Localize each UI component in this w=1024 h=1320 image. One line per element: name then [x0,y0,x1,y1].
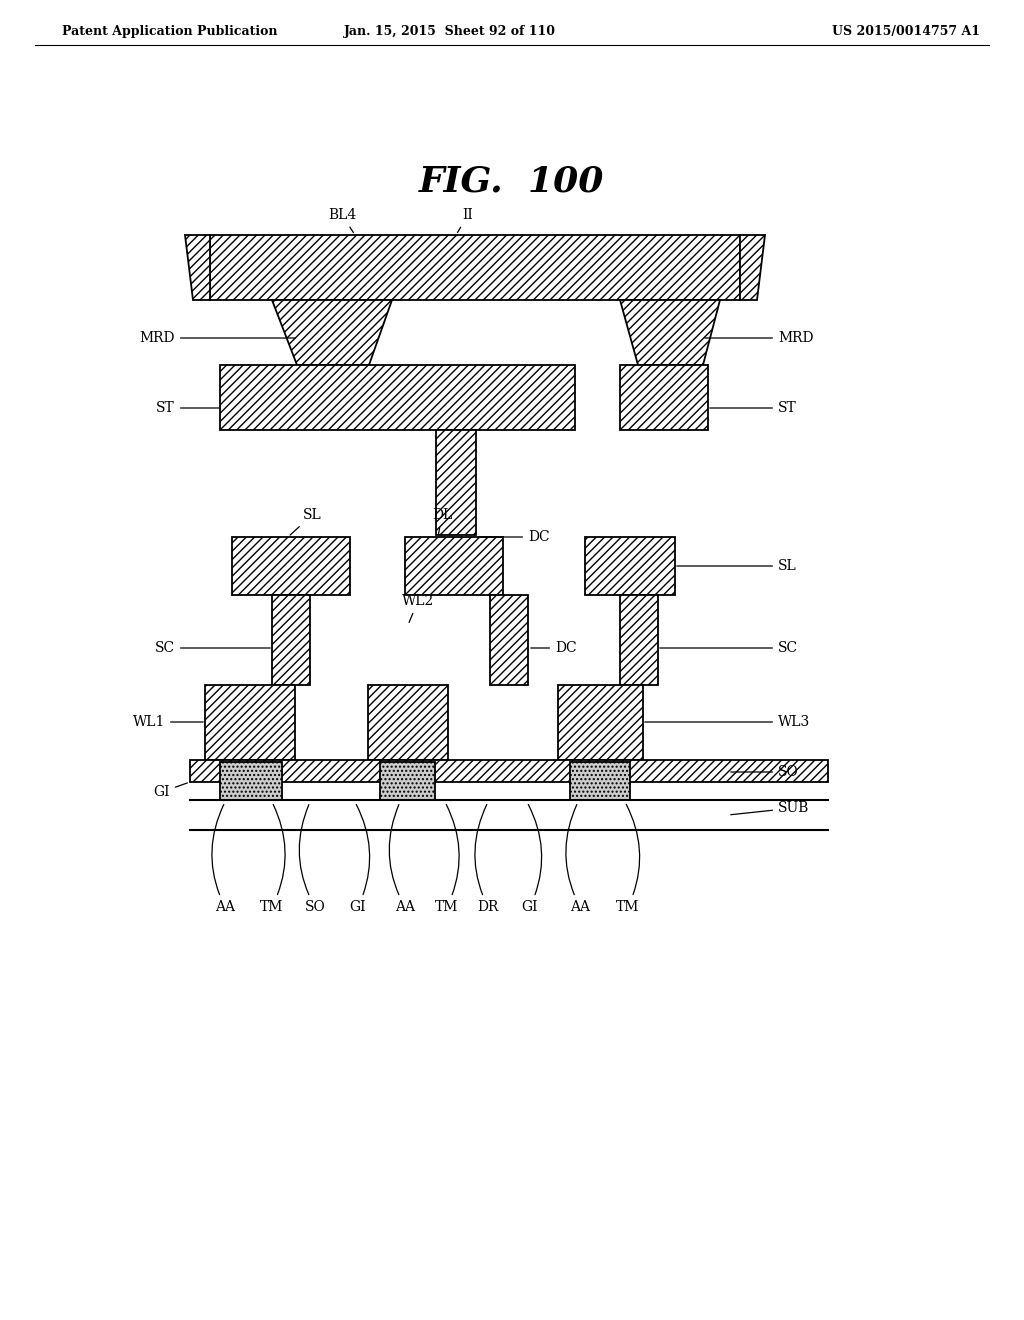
Text: MRD: MRD [139,331,295,345]
Text: US 2015/0014757 A1: US 2015/0014757 A1 [833,25,980,38]
Text: WL3: WL3 [645,715,810,729]
Text: Jan. 15, 2015  Sheet 92 of 110: Jan. 15, 2015 Sheet 92 of 110 [344,25,556,38]
Bar [620,595,658,685]
Text: DC: DC [479,531,550,544]
Text: WL1: WL1 [133,715,203,729]
Bar [205,685,295,760]
Text: AA: AA [389,805,415,913]
Bar [570,762,630,800]
Bar [490,595,528,685]
Text: TM: TM [435,804,459,913]
Bar [380,762,435,800]
Bar [620,366,708,430]
Polygon shape [620,300,720,366]
Text: SL: SL [290,508,322,535]
Bar [210,235,740,300]
Bar [272,595,310,685]
Text: SO: SO [731,766,799,779]
Polygon shape [272,300,392,366]
Bar [406,537,503,595]
Text: GI: GI [154,783,187,799]
Text: SC: SC [155,642,270,655]
Text: TM: TM [616,804,640,913]
Text: SO: SO [299,805,326,913]
Bar [220,366,575,430]
Text: GI: GI [522,804,542,913]
Text: SL: SL [677,558,797,573]
Text: WL2: WL2 [401,594,434,623]
Text: SUB: SUB [731,801,809,814]
Bar [436,430,476,535]
Text: II: II [458,209,473,232]
Polygon shape [185,235,210,300]
Text: DC: DC [530,642,577,655]
Text: BL4: BL4 [328,209,356,232]
Bar [220,762,282,800]
Text: Patent Application Publication: Patent Application Publication [62,25,278,38]
Text: AA: AA [212,804,234,913]
Text: GI: GI [350,804,370,913]
Bar [190,760,828,781]
Text: DR: DR [475,804,499,913]
Text: ST: ST [710,401,797,414]
Polygon shape [740,235,765,300]
Text: ST: ST [157,401,219,414]
Bar [558,685,643,760]
Bar [585,537,675,595]
Text: MRD: MRD [705,331,813,345]
Text: AA: AA [566,804,590,913]
Text: TM: TM [260,804,285,913]
Text: DL: DL [432,508,453,535]
Bar [232,537,350,595]
Text: SC: SC [659,642,798,655]
Text: FIG.  100: FIG. 100 [419,165,605,199]
Bar [368,685,449,760]
